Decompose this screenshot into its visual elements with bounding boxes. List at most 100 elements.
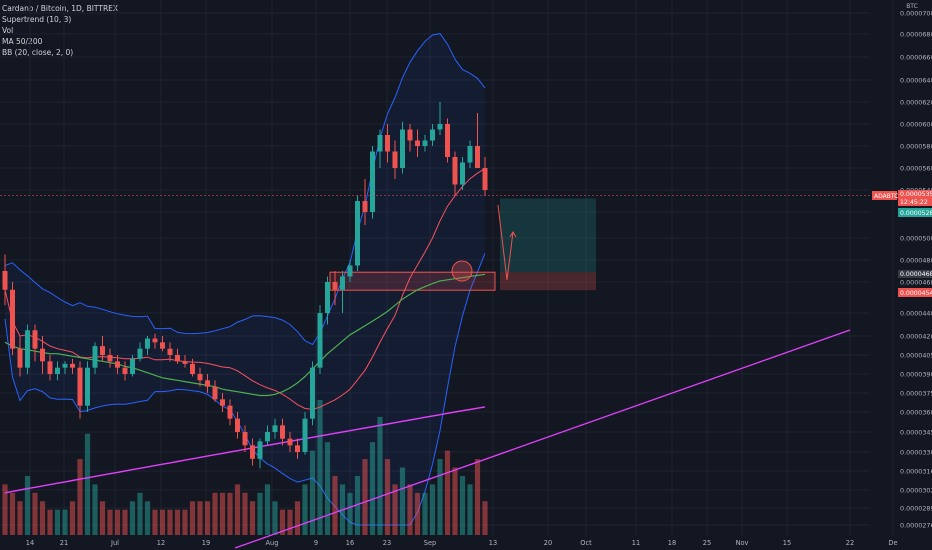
time-tick-10: 13 xyxy=(489,539,497,547)
volume-bar-21 xyxy=(159,509,166,535)
legend-indicator-volume[interactable]: Vol xyxy=(2,26,14,35)
candle-body-41 xyxy=(310,367,315,419)
time-tick-6: 9 xyxy=(314,539,318,547)
candle-body-62 xyxy=(467,146,473,163)
price-tick-5: 0.00006000 xyxy=(900,121,932,129)
price-tick-21: 0.00003160 xyxy=(900,468,932,476)
candlesticks xyxy=(2,102,488,469)
volume-bar-1 xyxy=(9,492,16,535)
volume-bar-59 xyxy=(444,450,451,535)
volume-bar-17 xyxy=(129,501,136,535)
volume-bar-2 xyxy=(17,501,23,535)
ma50-line xyxy=(4,273,486,397)
countdown-badge: 12:45:22 xyxy=(900,199,928,206)
volume-bar-55 xyxy=(414,492,421,535)
candle-body-13 xyxy=(100,346,105,355)
price-tick-6: 0.00005800 xyxy=(900,143,932,151)
target-zone xyxy=(500,198,596,273)
candle-body-15 xyxy=(115,361,120,368)
candle-body-1 xyxy=(10,289,15,349)
volume-bar-64 xyxy=(482,501,488,535)
time-tick-17: 15 xyxy=(783,539,791,547)
volume-bar-44 xyxy=(332,475,338,535)
volume-bar-14 xyxy=(107,509,113,535)
candle-body-34 xyxy=(257,441,263,459)
volume-bar-11 xyxy=(84,433,91,535)
volume-bar-41 xyxy=(309,450,316,535)
last-price-badge: 0.00005350 xyxy=(900,191,932,198)
candle-body-40 xyxy=(302,418,308,452)
volume-bar-50 xyxy=(377,416,383,535)
candle-body-24 xyxy=(182,361,188,364)
candle-body-64 xyxy=(482,168,488,190)
bb-basis-line xyxy=(4,168,486,410)
candle-body-43 xyxy=(325,282,330,313)
volume-bar-36 xyxy=(272,501,278,535)
candle-body-26 xyxy=(197,374,203,381)
grid-lines xyxy=(0,0,894,535)
candle-body-54 xyxy=(407,129,413,141)
time-tick-0: 14 xyxy=(26,539,34,547)
candle-body-56 xyxy=(422,140,428,146)
volume-bar-15 xyxy=(114,509,121,535)
volume-bar-22 xyxy=(167,509,173,535)
time-tick-13: 11 xyxy=(632,539,640,547)
time-tick-19: De xyxy=(888,539,897,547)
candle-body-37 xyxy=(280,425,285,439)
time-tick-3: 12 xyxy=(157,539,165,547)
candle-body-17 xyxy=(130,358,135,374)
volume-bar-42 xyxy=(317,400,323,535)
bb-fill xyxy=(5,33,485,526)
price-tick-15: 0.00004050 xyxy=(900,352,932,360)
legend-indicator-bb[interactable]: BB (20, close, 2, 0) xyxy=(2,48,74,57)
legend-title[interactable]: Cardano / Bitcoin, 1D, BITTREX xyxy=(2,4,119,13)
volume-bar-23 xyxy=(174,509,181,535)
candle-body-2 xyxy=(17,348,23,368)
time-tick-5: Aug xyxy=(266,539,279,547)
time-axis[interactable]: 14 21 Jul 12 19 Aug 9 16 23 Sep 13 20 Oct 11 18 25 Nov 15… xyxy=(26,539,898,547)
trendline xyxy=(234,329,851,549)
volume-bar-29 xyxy=(219,492,226,535)
time-tick-1: 21 xyxy=(60,539,68,547)
volume-bar-24 xyxy=(182,509,188,535)
volume-bar-32 xyxy=(242,492,248,535)
candle-body-19 xyxy=(145,338,150,349)
volume-bar-53 xyxy=(399,467,406,535)
volume-bar-54 xyxy=(407,484,413,535)
time-tick-9: Sep xyxy=(424,539,436,547)
candle-body-35 xyxy=(265,432,270,442)
bb-upper-line xyxy=(4,33,486,346)
candle-body-8 xyxy=(62,363,68,368)
volume-bar-0 xyxy=(2,484,8,535)
symbol-tag-bg xyxy=(872,191,897,200)
candle-body-46 xyxy=(347,265,353,277)
legend-indicator-ma[interactable]: MA 50/200 xyxy=(2,37,43,46)
volume-bar-52 xyxy=(392,484,398,535)
candle-body-63 xyxy=(475,146,480,168)
volume-bar-37 xyxy=(279,509,286,535)
price-tick-10: 0.00005000 xyxy=(900,235,932,243)
candle-body-53 xyxy=(400,129,405,168)
candle-body-59 xyxy=(445,124,450,157)
candle-body-11 xyxy=(85,367,90,406)
candle-body-38 xyxy=(287,438,293,446)
price-tick-12: 0.00004600 xyxy=(900,279,932,287)
candle-body-48 xyxy=(362,201,368,212)
time-tick-2: Jul xyxy=(110,539,119,547)
legend-indicator-supertrend[interactable]: Supertrend (10, 3) xyxy=(2,15,72,24)
candle-body-61 xyxy=(460,162,465,185)
volume-bar-51 xyxy=(384,459,391,535)
candle-body-39 xyxy=(295,445,300,452)
volume-bar-46 xyxy=(347,492,353,535)
price-tick-24: 0.00002760 xyxy=(900,522,932,530)
volume-bar-3 xyxy=(24,475,31,535)
price-tick-19: 0.00003450 xyxy=(900,429,932,437)
volume-bar-63 xyxy=(474,459,481,535)
candle-body-23 xyxy=(175,355,180,362)
time-tick-14: 18 xyxy=(668,539,676,547)
candle-body-49 xyxy=(370,151,375,212)
price-tick-7: 0.00005600 xyxy=(900,165,932,173)
volume-bar-30 xyxy=(227,492,233,535)
